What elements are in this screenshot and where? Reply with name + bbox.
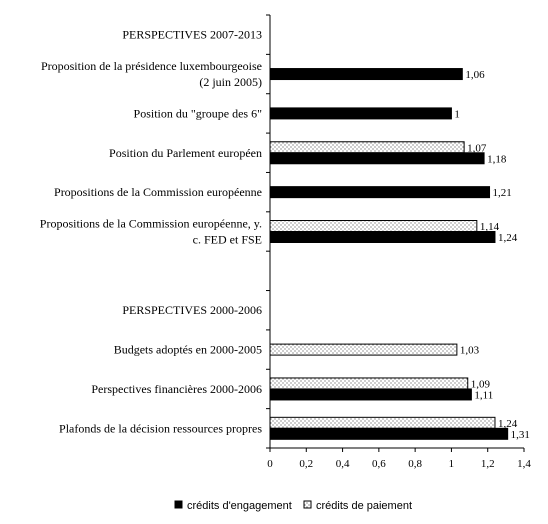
category-label: c. FED et FSE <box>193 233 262 247</box>
bar-credits-paiement <box>269 141 465 154</box>
x-tick-label: 0 <box>267 458 273 470</box>
data-label-credits-paiement: 1,14 <box>480 221 500 233</box>
data-label-credits-engagement: 1 <box>454 108 460 120</box>
legend-swatch-engagement <box>174 500 183 509</box>
x-tick-label: 1,4 <box>517 458 531 470</box>
section-header-label: PERSPECTIVES 2007-2013 <box>122 28 262 42</box>
data-label-credits-paiement: 1,09 <box>471 378 491 390</box>
data-label-credits-engagement: 1,24 <box>498 232 518 244</box>
legend-label-paiement: crédits de paiement <box>316 500 412 512</box>
category-label: (2 juin 2005) <box>199 75 262 89</box>
x-tick-label: 0,8 <box>408 458 422 470</box>
x-tick-label: 0,6 <box>372 458 386 470</box>
bar-credits-engagement <box>269 427 509 440</box>
bar-credits-paiement <box>269 377 469 390</box>
x-tick-label: 0,4 <box>336 458 350 470</box>
legend-swatch-paiement <box>303 500 312 509</box>
category-label: Perspectives financières 2000-2006 <box>91 382 262 396</box>
bar-credits-paiement <box>269 416 496 429</box>
data-label-credits-paiement: 1,03 <box>460 345 480 357</box>
data-label-credits-engagement: 1,31 <box>511 429 530 441</box>
bar-credits-engagement <box>269 152 485 165</box>
category-labels: PERSPECTIVES 2007-2013 Proposition de la … <box>40 28 263 436</box>
bar-credits-paiement <box>269 220 478 232</box>
bar-credits-paiement <box>269 343 458 356</box>
x-tick-label: 1,2 <box>481 458 495 470</box>
data-label-credits-engagement: 1,06 <box>465 69 485 81</box>
category-label: Budgets adoptés en 2000-2005 <box>114 343 262 357</box>
bars <box>269 68 509 440</box>
category-label: Propositions de la Commission européenne <box>54 185 262 199</box>
bar-credits-engagement <box>269 186 491 199</box>
category-label: Propositions de la Commission européenne… <box>40 217 262 231</box>
legend-label-engagement: crédits d'engagement <box>187 500 292 512</box>
data-label-credits-paiement: 1,24 <box>498 418 518 430</box>
bar-credits-engagement <box>269 231 496 243</box>
bar-credits-engagement <box>269 388 472 401</box>
x-tick-label: 1 <box>449 458 455 470</box>
data-label-credits-engagement: 1,11 <box>474 389 493 401</box>
category-label: Position du Parlement européen <box>109 146 262 160</box>
bar-credits-engagement <box>269 107 452 120</box>
legend: crédits d'engagement crédits de paiement <box>174 500 412 512</box>
data-labels: 1,0611,071,181,211,141,241,031,091,111,2… <box>454 69 529 441</box>
data-label-credits-paiement: 1,07 <box>467 142 487 154</box>
section-header-label: PERSPECTIVES 2000-2006 <box>122 303 262 317</box>
bar-credits-engagement <box>269 68 463 81</box>
category-label: Plafonds de la décision ressources propr… <box>59 421 262 435</box>
data-label-credits-engagement: 1,18 <box>487 153 507 165</box>
data-label-credits-engagement: 1,21 <box>493 187 512 199</box>
category-label: Proposition de la présidence luxembourge… <box>41 59 262 73</box>
x-tick-label: 0,2 <box>299 458 313 470</box>
category-label: Position du "groupe des 6" <box>134 106 263 120</box>
x-ticks: 0 0,2 0,4 0,6 0,8 1 1,2 1,4 <box>267 448 531 470</box>
